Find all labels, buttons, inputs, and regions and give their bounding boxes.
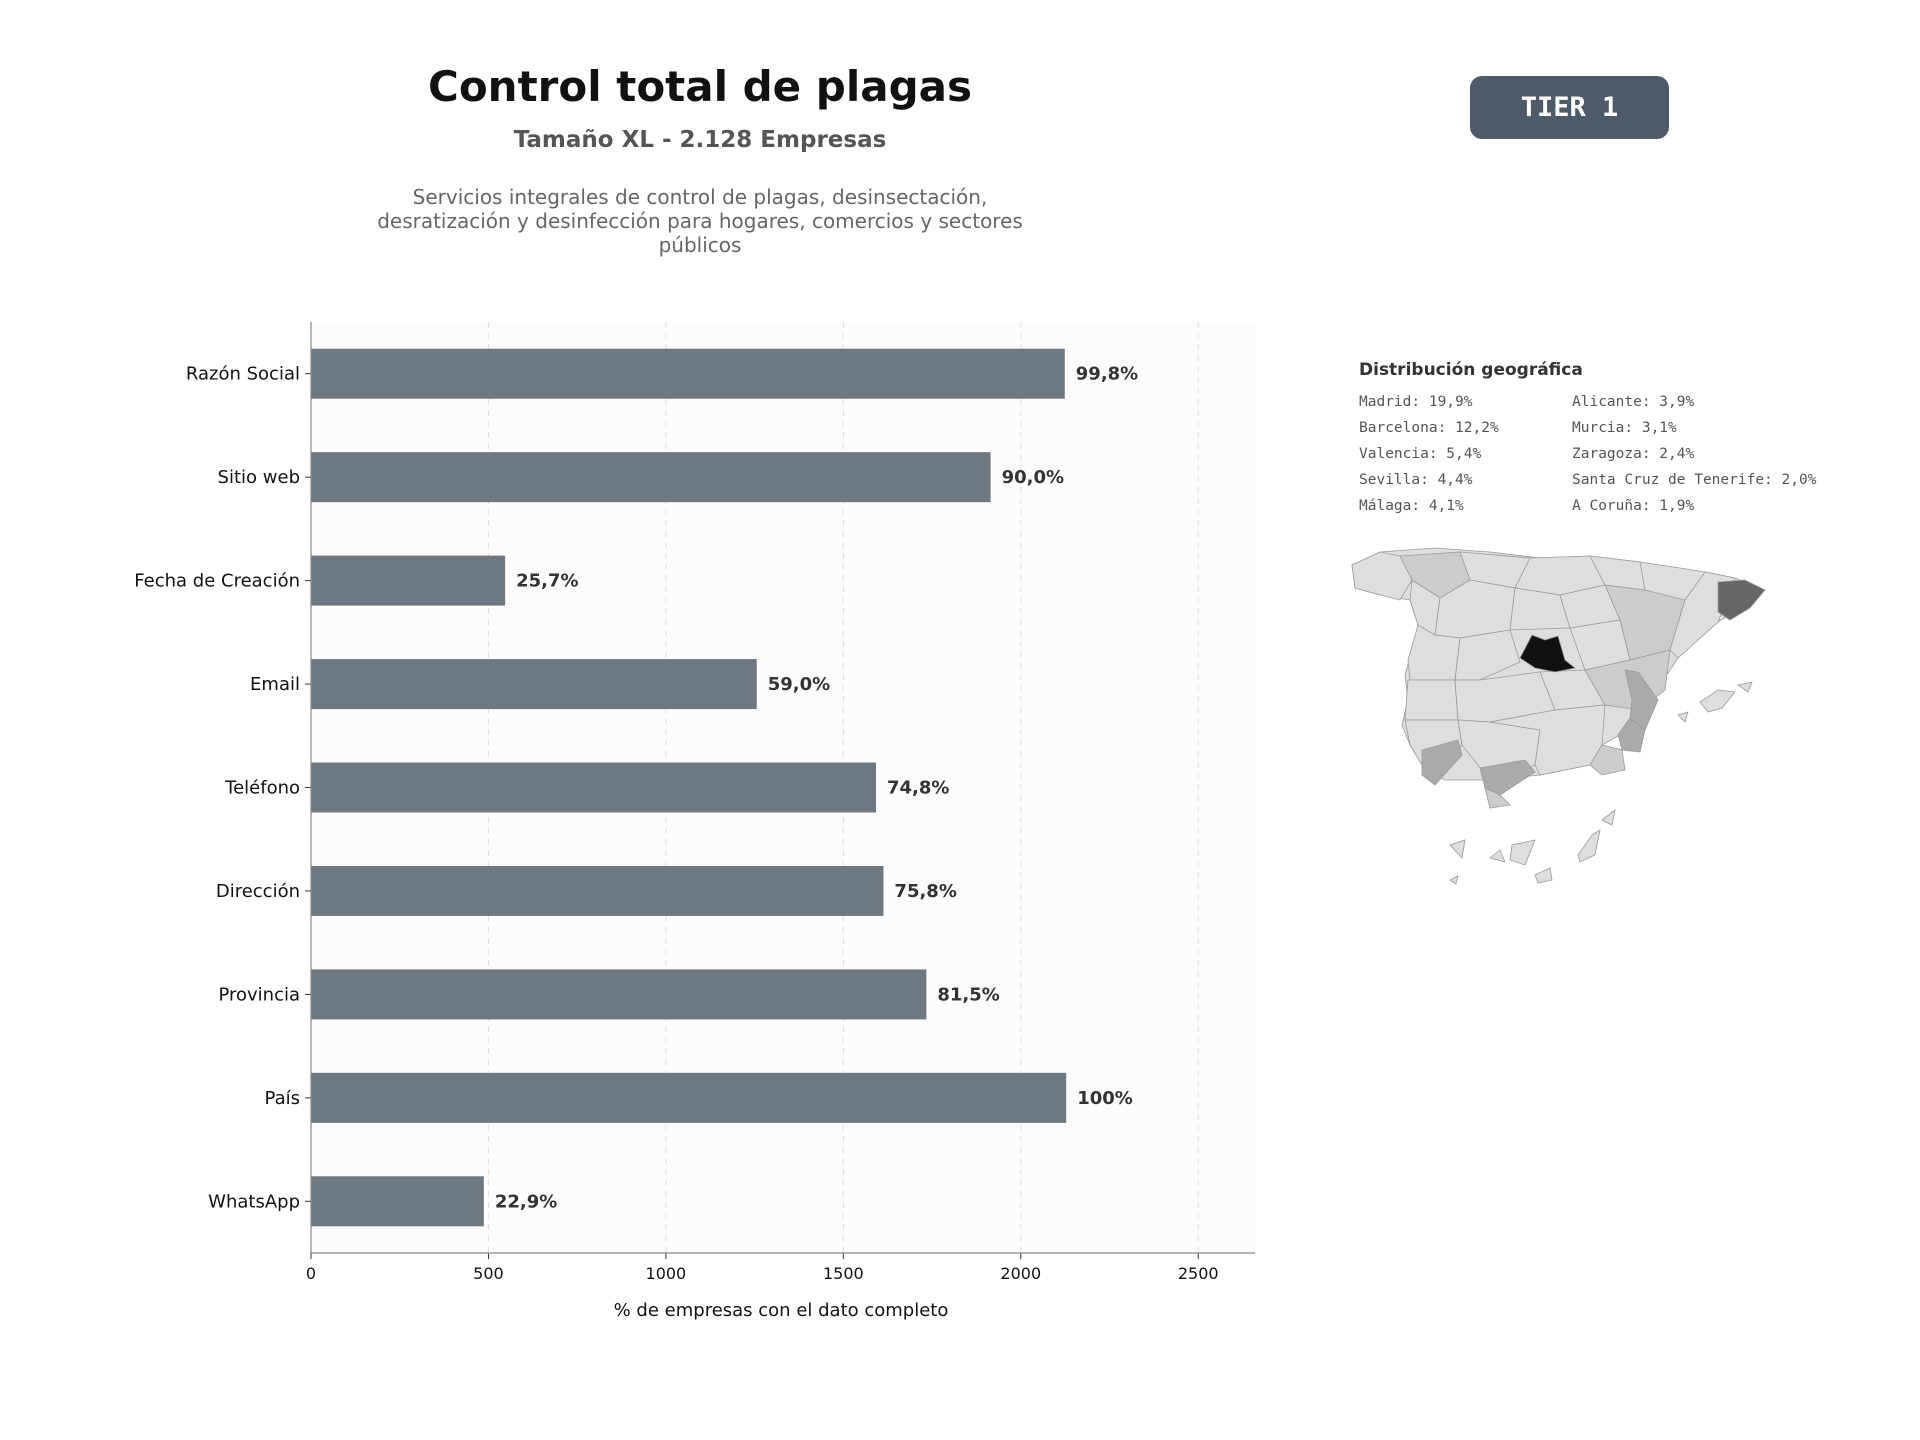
chart-subtitle: Tamaño XL - 2.128 Empresas [513, 127, 887, 153]
map-region [1589, 744, 1626, 776]
category-label: WhatsApp [208, 1191, 300, 1212]
bar [311, 865, 884, 916]
data-label: 90,0% [1002, 467, 1064, 488]
map-region [1677, 711, 1689, 723]
category-label: Provincia [218, 984, 300, 1005]
geo-item: Santa Cruz de Tenerife: 2,0% [1572, 472, 1817, 488]
geo-item: Sevilla: 4,4% [1359, 472, 1473, 488]
map-region [1601, 809, 1616, 826]
geo-distribution-panel: Distribución geográfica Madrid: 19,9% Ba… [1345, 360, 1905, 534]
category-label: Fecha de Creación [134, 571, 300, 592]
data-label: 100% [1077, 1088, 1133, 1109]
geo-item: Murcia: 3,1% [1572, 420, 1677, 436]
chart-description: Servicios integrales de control de plaga… [377, 185, 1023, 257]
category-label: Sitio web [218, 467, 300, 488]
data-label: 59,0% [768, 674, 830, 695]
bar [311, 348, 1065, 399]
geo-item: Barcelona: 12,2% [1359, 420, 1499, 436]
geo-item: Zaragoza: 2,4% [1572, 446, 1695, 462]
data-label: 74,8% [887, 778, 949, 799]
geo-item: Alicante: 3,9% [1572, 394, 1695, 410]
map-region [1617, 717, 1646, 753]
map-region [1449, 875, 1459, 885]
data-label: 99,8% [1076, 364, 1138, 385]
map-region [1699, 689, 1736, 713]
map-region [1717, 579, 1766, 621]
geo-distribution-list: Madrid: 19,9% Barcelona: 12,2% Valencia:… [1359, 394, 1905, 534]
map-region [1534, 867, 1553, 884]
chart-title: Control total de plagas [428, 62, 972, 111]
bar [311, 452, 991, 503]
geo-item: Valencia: 5,4% [1359, 446, 1482, 462]
geo-item: A Coruña: 1,9% [1572, 498, 1695, 514]
data-label: 81,5% [937, 984, 999, 1005]
map-region [1351, 551, 1413, 601]
category-label: Razón Social [186, 364, 300, 385]
category-label: País [265, 1088, 300, 1109]
data-label: 25,7% [516, 571, 578, 592]
map-region [1454, 629, 1521, 681]
map-region [1519, 634, 1576, 673]
x-tick-label: 1500 [823, 1264, 864, 1283]
bar [311, 969, 927, 1020]
x-axis-label: % de empresas con el dato completo [614, 1300, 949, 1321]
x-tick-label: 1000 [646, 1264, 687, 1283]
map-region [1449, 839, 1466, 859]
bar [311, 1072, 1067, 1123]
geo-item: Madrid: 19,9% [1359, 394, 1473, 410]
map-region [1737, 681, 1753, 693]
x-tick-label: 500 [473, 1264, 504, 1283]
bar [311, 762, 876, 813]
x-tick-label: 0 [306, 1264, 316, 1283]
bar [311, 659, 757, 710]
category-label: Email [250, 674, 300, 695]
category-label: Dirección [216, 881, 300, 902]
map-region [1421, 739, 1463, 786]
x-tick-label: 2000 [1000, 1264, 1041, 1283]
data-label: 75,8% [894, 881, 956, 902]
completeness-bar-chart: 0 500 1000 1500 2000 2500 Razón Social 99,8% Sit… [134, 322, 1255, 1321]
data-label: 22,9% [495, 1191, 557, 1212]
bar [311, 555, 506, 606]
map-region [1577, 829, 1601, 863]
geo-distribution-title: Distribución geográfica [1359, 360, 1583, 380]
x-tick-label: 2500 [1178, 1264, 1219, 1283]
geo-item: Málaga: 4,1% [1359, 498, 1464, 514]
map-region [1489, 849, 1506, 863]
spain-provinces-map [1351, 547, 1766, 885]
bar [311, 1176, 484, 1227]
map-region [1484, 787, 1511, 809]
map-region [1479, 759, 1536, 796]
map-region [1404, 679, 1459, 721]
map-region [1509, 839, 1536, 866]
tier-badge: TIER 1 [1470, 76, 1669, 139]
category-label: Teléfono [224, 778, 300, 799]
